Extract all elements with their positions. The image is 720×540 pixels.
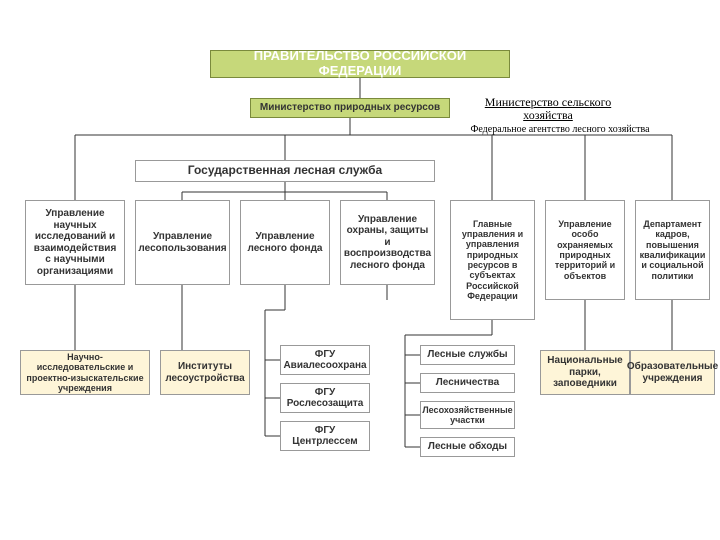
node-ulf: Управление лесного фонда	[240, 200, 330, 285]
node-lob: Лесные обходы	[420, 437, 515, 457]
node-msh: Министерство сельского хозяйства	[468, 96, 628, 122]
node-lch: Лесничества	[420, 373, 515, 393]
node-falh: Федеральное агентство лесного хозяйства	[450, 124, 670, 135]
node-ulp: Управление лесопользования	[135, 200, 230, 285]
node-uozv: Управление охраны, защиты и воспроизводс…	[340, 200, 435, 285]
node-gov: ПРАВИТЕЛЬСТВО РОССИЙСКОЙ ФЕДЕРАЦИИ	[210, 50, 510, 78]
node-parks: Национальные парки, заповедники	[540, 350, 630, 395]
node-uni: Управление научных исследований и взаимо…	[25, 200, 125, 285]
node-edu: Образовательные учреждения	[630, 350, 715, 395]
node-gls: Государственная лесная служба	[135, 160, 435, 182]
node-mpr: Министерство природных ресурсов	[250, 98, 450, 118]
node-cls: ФГУ Центрлессем	[280, 421, 370, 451]
node-uoopt: Управление особо охраняемых природных те…	[545, 200, 625, 300]
node-inst: Институты лесоустройства	[160, 350, 250, 395]
node-rlz: ФГУ Рослесозащита	[280, 383, 370, 413]
node-lhu: Лесохозяйственные участки	[420, 401, 515, 429]
node-avia: ФГУ Авиалесоохрана	[280, 345, 370, 375]
node-nipu: Научно-исследовательские и проектно-изыс…	[20, 350, 150, 395]
node-ls: Лесные службы	[420, 345, 515, 365]
node-gupr: Главные управления и управления природны…	[450, 200, 535, 320]
node-dep: Департамент кадров, повышения квалификац…	[635, 200, 710, 300]
